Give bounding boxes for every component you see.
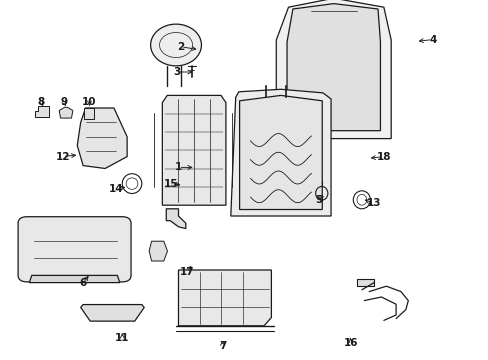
Polygon shape xyxy=(29,275,120,283)
Polygon shape xyxy=(286,4,380,131)
Text: 5: 5 xyxy=(315,195,322,205)
Polygon shape xyxy=(239,95,322,210)
Polygon shape xyxy=(166,209,185,229)
Text: 13: 13 xyxy=(366,198,381,208)
Polygon shape xyxy=(35,106,49,117)
Text: 17: 17 xyxy=(179,267,194,277)
Text: 16: 16 xyxy=(343,338,358,348)
Polygon shape xyxy=(59,107,73,118)
Text: 15: 15 xyxy=(163,179,178,189)
Text: 10: 10 xyxy=(82,96,97,107)
Polygon shape xyxy=(178,270,271,326)
Text: 1: 1 xyxy=(175,162,182,172)
Text: 2: 2 xyxy=(177,42,184,52)
Text: 9: 9 xyxy=(60,96,67,107)
Ellipse shape xyxy=(150,24,201,66)
Polygon shape xyxy=(83,108,94,119)
Polygon shape xyxy=(162,95,225,205)
Text: 3: 3 xyxy=(173,67,180,77)
Polygon shape xyxy=(149,241,167,261)
Polygon shape xyxy=(81,305,144,321)
FancyBboxPatch shape xyxy=(18,217,131,282)
Text: 8: 8 xyxy=(37,96,44,107)
Text: 6: 6 xyxy=(80,278,86,288)
Text: 7: 7 xyxy=(218,341,226,351)
Text: 11: 11 xyxy=(115,333,129,343)
Polygon shape xyxy=(276,0,390,139)
Polygon shape xyxy=(77,108,127,168)
Text: 18: 18 xyxy=(376,152,390,162)
Bar xyxy=(356,279,373,286)
Text: 14: 14 xyxy=(109,184,123,194)
Text: 12: 12 xyxy=(55,152,70,162)
Text: 4: 4 xyxy=(428,35,436,45)
Polygon shape xyxy=(230,89,330,216)
